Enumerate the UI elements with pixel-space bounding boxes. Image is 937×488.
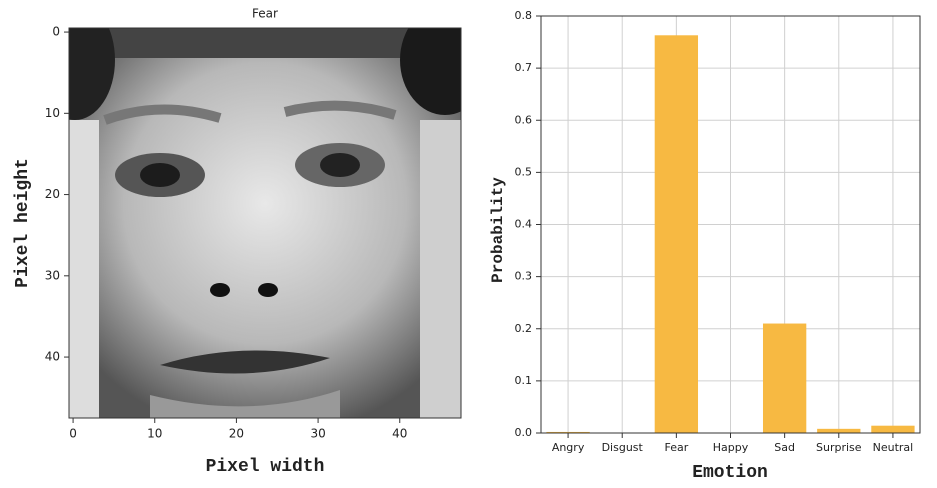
x-tick-label: Surprise: [816, 441, 862, 454]
bar: [817, 429, 860, 433]
y-tick-label: 0.7: [515, 61, 533, 74]
bar: [871, 426, 914, 433]
y-tick-label: 0: [52, 25, 60, 39]
x-tick-label: Happy: [713, 441, 749, 454]
y-axis-label: Pixel height: [13, 158, 33, 288]
y-tick-label: 40: [45, 350, 60, 364]
y-tick-label: 0.5: [515, 165, 533, 178]
y-tick-label: 0.3: [515, 270, 533, 283]
bar: [763, 324, 806, 433]
x-tick-label: 10: [147, 427, 162, 441]
x-tick-label: 40: [392, 427, 407, 441]
x-axis-label: Emotion: [692, 463, 768, 483]
x-tick-label: Fear: [664, 441, 688, 454]
y-tick-label: 0.8: [515, 9, 533, 22]
y-tick-label: 10: [45, 106, 60, 120]
x-tick-label: Sad: [774, 441, 795, 454]
y-tick-label: 30: [45, 268, 60, 282]
y-tick-label: 0.6: [515, 113, 533, 126]
x-tick-label: Neutral: [873, 441, 914, 454]
y-tick-label: 0.1: [515, 374, 533, 387]
x-tick-label: 20: [229, 427, 244, 441]
y-axis-label: Probability: [489, 177, 507, 283]
x-tick-label: Disgust: [602, 441, 644, 454]
x-tick-label: 30: [310, 427, 325, 441]
x-axis-label: Pixel width: [206, 457, 325, 477]
image-title: Fear: [252, 7, 278, 21]
x-tick-label: Angry: [552, 441, 585, 454]
face-image: [35, 0, 490, 418]
bar: [655, 35, 698, 433]
y-tick-label: 0.4: [515, 218, 533, 231]
y-tick-label: 20: [45, 187, 60, 201]
x-tick-label: 0: [69, 427, 77, 441]
y-tick-label: 0.0: [515, 426, 533, 439]
figure: Fear Pixel width Pixel height Emotion Pr…: [0, 0, 937, 488]
y-tick-label: 0.2: [515, 322, 533, 335]
